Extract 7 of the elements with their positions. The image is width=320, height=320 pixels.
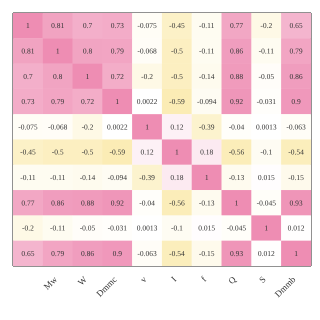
x-tick-label: S	[257, 274, 268, 285]
x-tick-label: Q	[226, 274, 238, 286]
x-tick-label: W	[76, 274, 90, 288]
x-tick-label: Mw	[42, 274, 60, 292]
x-tick-label: I	[169, 274, 178, 284]
x-tick-label: v	[138, 274, 149, 285]
x-tick-label: f	[198, 274, 208, 284]
